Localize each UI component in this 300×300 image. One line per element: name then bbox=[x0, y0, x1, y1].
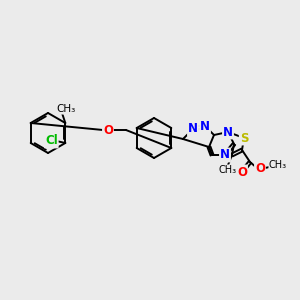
Text: O: O bbox=[103, 124, 113, 136]
Text: CH₃: CH₃ bbox=[219, 165, 237, 175]
Text: S: S bbox=[240, 131, 248, 145]
Text: N: N bbox=[223, 125, 233, 139]
Text: N: N bbox=[188, 122, 198, 136]
Text: N: N bbox=[220, 148, 230, 161]
Text: O: O bbox=[237, 166, 247, 178]
Text: N: N bbox=[200, 119, 210, 133]
Text: CH₃: CH₃ bbox=[269, 160, 287, 170]
Text: Cl: Cl bbox=[45, 134, 58, 148]
Text: CH₃: CH₃ bbox=[57, 104, 76, 114]
Text: O: O bbox=[255, 161, 265, 175]
